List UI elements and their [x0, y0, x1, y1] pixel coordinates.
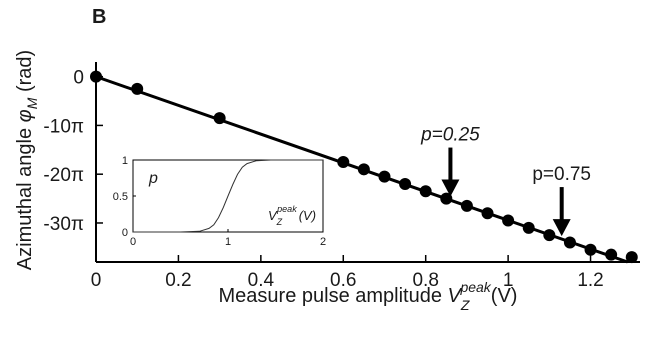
inset-y-tick-label: 1	[122, 155, 128, 167]
x-tick-label: 0.2	[165, 270, 191, 291]
inset-y-ticks: 00.51	[113, 155, 136, 239]
data-point	[357, 163, 370, 176]
annotation-label: p=0.75	[532, 164, 591, 185]
x-title-sup: peak	[459, 279, 491, 295]
y-title-unit: (rad)	[14, 50, 36, 98]
x-tick-label: 0.8	[412, 270, 438, 291]
data-point	[543, 229, 556, 242]
data-point	[337, 156, 350, 168]
data-point	[502, 214, 515, 227]
x-tick-label: 1	[503, 270, 514, 291]
x-title-sub: Z	[460, 297, 470, 313]
data-marks	[90, 70, 638, 264]
inset-y-tick-label: 0	[122, 227, 128, 239]
data-point	[522, 221, 535, 234]
data-point	[440, 192, 453, 205]
data-point	[460, 199, 473, 212]
data-point	[584, 243, 597, 256]
data-point	[399, 177, 412, 190]
annotation-arrow-head	[552, 219, 571, 237]
data-point	[605, 248, 618, 261]
inset-sigmoid-curve	[133, 159, 323, 233]
y-tick-label: -20π	[43, 165, 84, 186]
x-tick-label: 0.6	[330, 270, 356, 291]
x-title-var: V	[448, 285, 463, 307]
y-axis-title: Azimuthal angle φM (rad)	[14, 50, 40, 270]
main-plot: 0 0.2 0.4 0.6 0.8 1 1.2 0-10π-20π-30π p=0.25p=…	[43, 62, 640, 291]
inset-y-label: p	[148, 170, 158, 187]
x-tick-label: 0	[91, 270, 102, 291]
y-title-sub: M	[24, 97, 40, 109]
panel-label: B	[92, 6, 106, 28]
data-point	[90, 70, 102, 83]
inset-x-tick-label: 1	[225, 236, 231, 248]
data-point	[419, 185, 432, 198]
inset-y-tick-label: 0.5	[113, 191, 128, 203]
data-point	[563, 236, 576, 249]
x-tick-label: 1.2	[577, 270, 603, 291]
y-tick-label: 0	[73, 68, 84, 89]
y-tick-label: -10π	[43, 116, 84, 137]
inset-x-title: VZpeak (V)	[268, 204, 316, 227]
data-point	[481, 207, 494, 220]
x-axis-title: Measure pulse amplitude VZpeak(V)	[219, 279, 518, 313]
annotations: p=0.25 p=0.75	[420, 125, 591, 237]
inset-x-tick-label: 2	[320, 236, 326, 248]
x-title-unit: (V)	[491, 285, 518, 307]
data-point	[213, 112, 226, 125]
x-ticks: 0 0.2 0.4 0.6 0.8 1 1.2	[91, 255, 604, 291]
inset-x-sub: Z	[276, 217, 283, 227]
y-title-var: φ	[14, 109, 36, 122]
inset-x-sup: peak	[276, 204, 297, 214]
annotation-label: p=0.25	[420, 125, 480, 146]
data-point	[131, 82, 144, 95]
inset-x-unit: (V)	[299, 208, 316, 223]
x-title-main: Measure pulse amplitude	[219, 285, 448, 307]
y-tick-label: -30π	[43, 214, 84, 235]
x-tick-label: 0.4	[248, 270, 275, 291]
data-point	[625, 251, 638, 264]
y-title-main: Azimuthal angle	[14, 122, 36, 270]
inset-x-tick-label: 0	[130, 236, 136, 248]
data-point	[378, 170, 391, 183]
annotation-arrow-head	[441, 179, 460, 197]
inset-x-var: V	[268, 208, 278, 223]
y-ticks: 0 -10π -20π -30π	[43, 68, 103, 235]
